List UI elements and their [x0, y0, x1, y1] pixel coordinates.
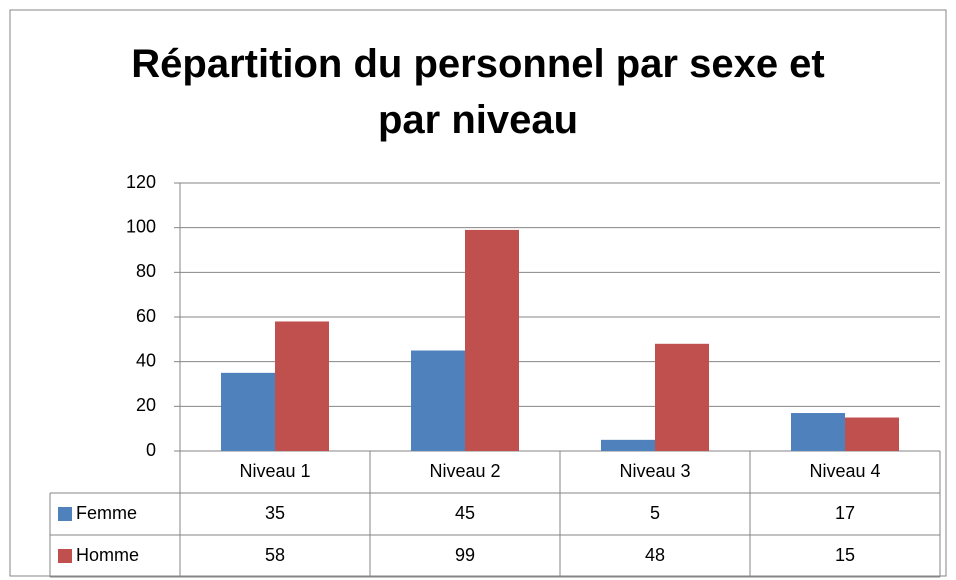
y-tick-label: 120: [126, 172, 156, 192]
x-tick-label: Niveau 1: [239, 461, 310, 481]
table-value: 99: [455, 545, 475, 565]
chart-border: [9, 9, 947, 577]
bar: [655, 343, 709, 451]
table-value: 45: [455, 503, 475, 523]
y-tick-label: 80: [136, 261, 156, 281]
table-value: 58: [265, 545, 285, 565]
x-tick-label: Niveau 2: [429, 461, 500, 481]
y-tick-label: 60: [136, 306, 156, 326]
bar: [465, 229, 519, 451]
chart-title: Répartition du personnel par sexe et par…: [131, 42, 825, 142]
legend-label: Homme: [76, 545, 139, 565]
table-value: 17: [835, 503, 855, 523]
table-value: 35: [265, 503, 285, 523]
x-tick-label: Niveau 4: [809, 461, 880, 481]
x-tick-label: Niveau 3: [619, 461, 690, 481]
bar: [221, 372, 275, 451]
bar: [791, 413, 845, 451]
table-value: 48: [645, 545, 665, 565]
bar: [601, 439, 655, 451]
table-value: 15: [835, 545, 855, 565]
bar: [411, 350, 465, 451]
legend-key: [58, 507, 72, 521]
legend-key: [58, 549, 72, 563]
table-value: 5: [650, 503, 660, 523]
bar: [845, 417, 899, 451]
y-tick-label: 100: [126, 216, 156, 236]
bar: [275, 321, 329, 451]
y-tick-label: 0: [146, 440, 156, 460]
y-tick-label: 40: [136, 350, 156, 370]
legend-label: Femme: [76, 503, 137, 523]
y-tick-label: 20: [136, 395, 156, 415]
